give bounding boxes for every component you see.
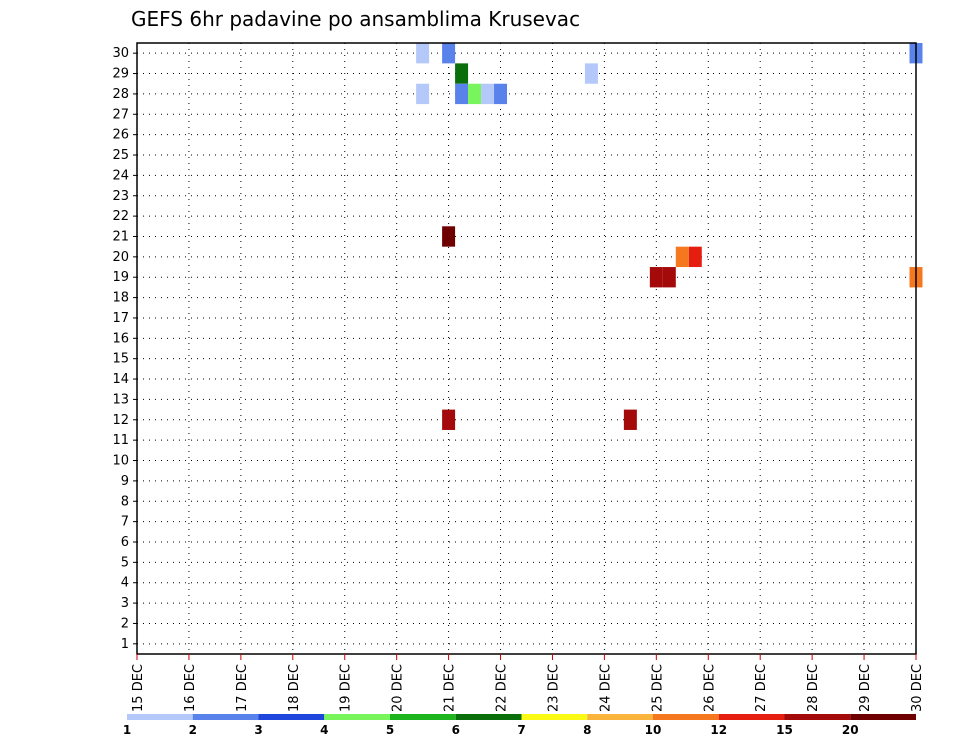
colorbar-label: 7 <box>517 723 525 737</box>
y-tick-label: 7 <box>121 515 129 530</box>
grid <box>137 43 916 654</box>
colorbar-swatch <box>784 714 851 720</box>
y-axis: 1234567891011121314151617181920212223242… <box>112 46 137 652</box>
y-tick-label: 6 <box>121 535 129 550</box>
y-tick-label: 21 <box>112 229 129 244</box>
heatmap-cell <box>455 63 469 84</box>
y-tick-label: 18 <box>112 291 129 306</box>
colorbar-label: 10 <box>645 723 662 737</box>
y-tick-label: 25 <box>112 148 129 163</box>
y-tick-label: 17 <box>112 311 129 326</box>
colorbar-label: 20 <box>842 723 859 737</box>
y-tick-label: 1 <box>121 637 129 652</box>
heatmap-cell <box>442 226 456 247</box>
y-tick-label: 8 <box>121 494 129 509</box>
colorbar-label: 3 <box>254 723 262 737</box>
x-axis: 15 DEC 16 DEC 17 DEC 18 DEC 19 DEC 20 DEC 21 D… <box>131 654 925 712</box>
x-tick-label: 26 DEC <box>702 664 717 712</box>
colorbar-label: 2 <box>189 723 197 737</box>
heatmap-cell <box>649 267 663 288</box>
y-tick-label: 28 <box>112 87 129 102</box>
x-tick-label: 23 DEC <box>546 664 561 712</box>
x-tick-label: 27 DEC <box>754 664 769 712</box>
heatmap-cell <box>416 83 430 105</box>
y-tick-label: 15 <box>112 352 129 367</box>
cells <box>416 43 923 430</box>
x-tick-label: 21 DEC <box>443 664 458 712</box>
colorbar-swatch <box>587 714 653 720</box>
y-tick-label: 10 <box>112 454 129 469</box>
colorbar-swatch <box>850 714 916 720</box>
x-tick-label: 20 DEC <box>391 664 406 712</box>
chart-title: GEFS 6hr padavine po ansamblima Krusevac <box>131 7 580 31</box>
heatmap-cell <box>584 63 598 84</box>
heatmap-cell <box>468 83 482 105</box>
x-tick-label: 22 DEC <box>495 664 510 712</box>
heatmap-cell <box>442 409 456 430</box>
x-tick-label: 24 DEC <box>598 664 613 712</box>
heatmap-cell <box>662 267 676 288</box>
y-tick-label: 29 <box>112 67 129 82</box>
colorbar-label: 4 <box>320 723 328 737</box>
y-tick-label: 5 <box>121 555 129 570</box>
y-tick-label: 26 <box>112 128 129 143</box>
heatmap-cell <box>481 83 495 105</box>
heatmap-cell <box>416 43 430 64</box>
y-tick-label: 2 <box>121 616 129 631</box>
colorbar-label: 12 <box>710 723 727 737</box>
y-tick-label: 3 <box>121 596 129 611</box>
colorbar-label: 15 <box>776 723 793 737</box>
colorbar-label: 6 <box>452 723 460 737</box>
colorbar-label: 8 <box>583 723 591 737</box>
y-tick-label: 20 <box>112 250 129 265</box>
x-tick-label: 30 DEC <box>910 664 925 712</box>
y-tick-label: 24 <box>112 168 129 183</box>
y-tick-label: 11 <box>112 433 129 448</box>
y-tick-label: 9 <box>121 474 129 489</box>
colorbar-swatch <box>718 714 785 720</box>
heatmap-cell <box>494 83 508 105</box>
y-tick-label: 13 <box>112 392 129 407</box>
colorbar-swatch <box>390 714 456 720</box>
x-tick-label: 28 DEC <box>806 664 821 712</box>
colorbar-label: 1 <box>123 723 131 737</box>
y-tick-label: 4 <box>121 576 129 591</box>
plot-frame <box>136 42 917 655</box>
heatmap-cell <box>455 83 469 105</box>
colorbar-swatch <box>192 714 259 720</box>
x-tick-label: 16 DEC <box>183 664 198 712</box>
heatmap-cell <box>623 409 637 430</box>
y-tick-label: 23 <box>112 189 129 204</box>
y-tick-label: 14 <box>112 372 129 387</box>
x-tick-label: 29 DEC <box>858 664 873 712</box>
colorbar-swatch <box>455 714 522 720</box>
heatmap-cell <box>688 246 702 268</box>
colorbar-swatch <box>521 714 588 720</box>
colorbar-swatch <box>258 714 325 720</box>
x-tick-label: 25 DEC <box>650 664 665 712</box>
colorbar: 1 2 3 4 5 6 7 8 10 12 15 20 <box>123 714 916 737</box>
colorbar-swatch <box>653 714 719 720</box>
y-tick-label: 16 <box>112 331 129 346</box>
x-tick-label: 15 DEC <box>131 664 146 712</box>
x-tick-label: 17 DEC <box>235 664 250 712</box>
x-tick-label: 19 DEC <box>339 664 354 712</box>
colorbar-swatch <box>324 714 390 720</box>
colorbar-swatch <box>127 714 193 720</box>
heatmap-cell <box>675 246 689 268</box>
x-tick-label: 18 DEC <box>287 664 302 712</box>
y-tick-label: 27 <box>112 107 129 122</box>
y-tick-label: 12 <box>112 413 129 428</box>
y-tick-label: 22 <box>112 209 129 224</box>
y-tick-label: 19 <box>112 270 129 285</box>
y-tick-label: 30 <box>112 46 129 61</box>
heatmap-cell <box>442 43 456 64</box>
colorbar-label: 5 <box>386 723 394 737</box>
